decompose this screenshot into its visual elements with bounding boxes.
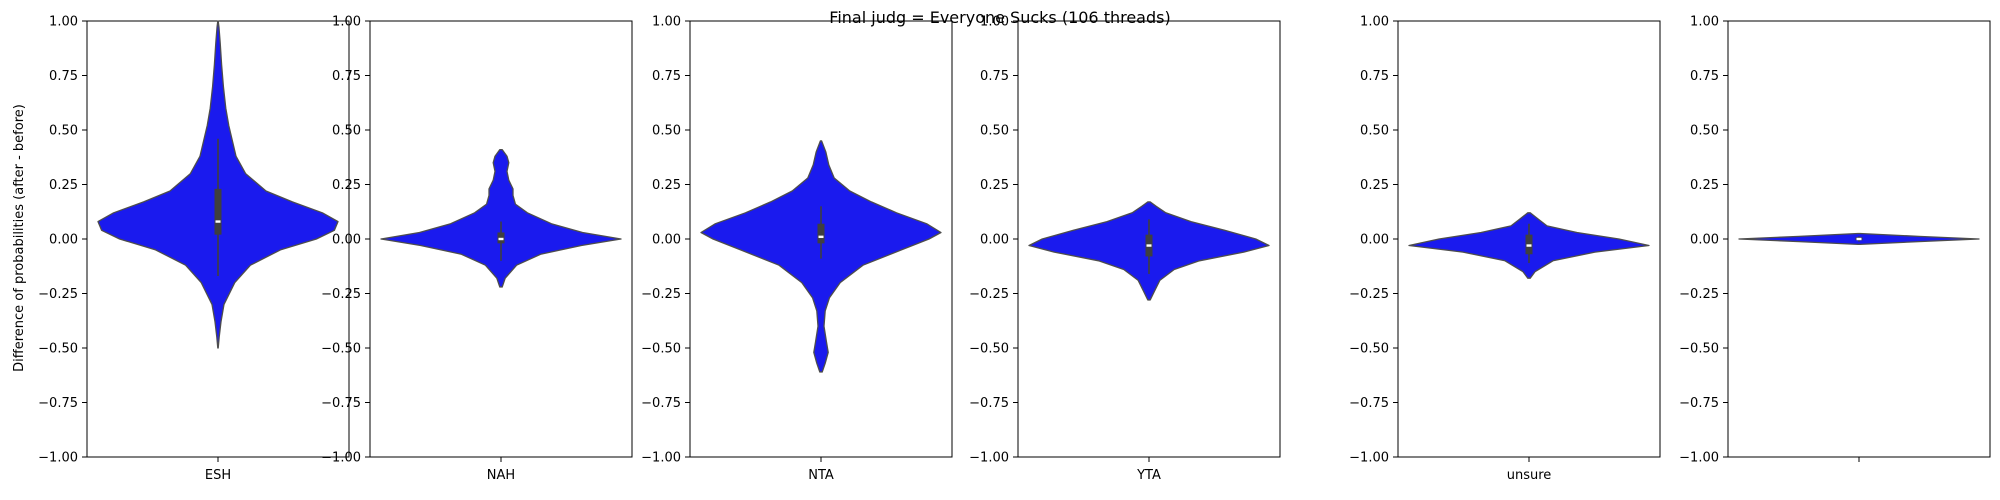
y-tick-label: 0.75 bbox=[1360, 69, 1389, 84]
subplot-NTA: 1.00 0.75 0.50 0.25 0.00 −0.25 −0.50 −0.75 −1.00… bbox=[641, 15, 953, 483]
y-tick-label: 0.25 bbox=[1690, 178, 1719, 193]
violin-median bbox=[1146, 244, 1152, 247]
y-tick-label: −0.25 bbox=[641, 287, 681, 302]
y-tick-label: −0.75 bbox=[969, 396, 1009, 411]
y-tick-label: 0.75 bbox=[652, 69, 681, 84]
x-tick-label: unsure bbox=[1507, 468, 1552, 483]
y-tick-label: −0.50 bbox=[321, 342, 361, 357]
y-tick-label: 0.75 bbox=[980, 69, 1009, 84]
y-tick-label: −1.00 bbox=[1679, 451, 1719, 466]
violin-median bbox=[818, 235, 824, 239]
y-tick-label: 0.75 bbox=[49, 69, 78, 84]
subplot-unsure: 1.00 0.75 0.50 0.25 0.00 −0.25 −0.50 −0.75 −1.00… bbox=[1349, 15, 1661, 483]
y-tick-label: 0.75 bbox=[332, 69, 361, 84]
y-tick-label: −1.00 bbox=[1349, 451, 1389, 466]
y-tick-label: −0.25 bbox=[1349, 287, 1389, 302]
violin-median bbox=[498, 237, 504, 241]
y-tick-label: 0.50 bbox=[332, 124, 361, 139]
y-tick-label: 0.25 bbox=[980, 178, 1009, 193]
y-tick-label: 0.00 bbox=[980, 233, 1009, 248]
x-tick-label: NAH bbox=[487, 468, 515, 483]
y-tick-label: 1.00 bbox=[332, 15, 361, 30]
y-axis-label: Difference of probabilities (after - bef… bbox=[12, 104, 27, 372]
y-tick-label: 0.00 bbox=[49, 233, 78, 248]
x-tick-label: YTA bbox=[1136, 468, 1161, 483]
y-tick-label: −0.75 bbox=[38, 396, 78, 411]
y-tick-label: 0.50 bbox=[980, 124, 1009, 139]
violin-box bbox=[214, 188, 222, 235]
subplot-panels: 1.00 0.75 0.50 0.25 0.00 −0.25 −0.50 −0.75 −1.00… bbox=[38, 15, 1991, 483]
y-tick-label: 0.50 bbox=[49, 124, 78, 139]
y-tick-label: −0.25 bbox=[1679, 287, 1719, 302]
y-tick-label: −0.50 bbox=[38, 342, 78, 357]
y-tick-label: 0.25 bbox=[652, 178, 681, 193]
x-tick-label: NTA bbox=[808, 468, 834, 483]
y-tick-label: 0.50 bbox=[1690, 124, 1719, 139]
violin-median bbox=[215, 220, 221, 223]
violin-body bbox=[380, 148, 622, 288]
y-tick-label: 0.25 bbox=[49, 178, 78, 193]
x-tick-label: ESH bbox=[205, 468, 231, 483]
y-tick-label: −1.00 bbox=[321, 451, 361, 466]
y-tick-label: −0.50 bbox=[641, 342, 681, 357]
y-tick-label: −0.25 bbox=[969, 287, 1009, 302]
y-tick-label: 0.00 bbox=[1690, 233, 1719, 248]
y-tick-label: 1.00 bbox=[49, 15, 78, 30]
y-tick-label: 0.00 bbox=[1360, 233, 1389, 248]
y-tick-label: −1.00 bbox=[38, 451, 78, 466]
y-tick-label: 0.50 bbox=[1360, 124, 1389, 139]
y-tick-label: −0.75 bbox=[321, 396, 361, 411]
y-tick-label: 1.00 bbox=[980, 15, 1009, 30]
y-tick-label: −1.00 bbox=[969, 451, 1009, 466]
violin-median bbox=[1856, 237, 1862, 241]
y-tick-label: −0.50 bbox=[969, 342, 1009, 357]
y-tick-label: 1.00 bbox=[1690, 15, 1719, 30]
y-tick-label: 1.00 bbox=[1360, 15, 1389, 30]
y-tick-label: 0.50 bbox=[652, 124, 681, 139]
y-tick-label: 0.00 bbox=[652, 233, 681, 248]
y-tick-label: −0.75 bbox=[1349, 396, 1389, 411]
violin-box bbox=[817, 223, 825, 244]
y-tick-label: −0.75 bbox=[641, 396, 681, 411]
y-tick-label: −1.00 bbox=[641, 451, 681, 466]
y-tick-label: −0.75 bbox=[1679, 396, 1719, 411]
y-tick-label: 0.25 bbox=[332, 178, 361, 193]
figure-title: Final judg = Everyone Sucks (106 threads… bbox=[829, 8, 1170, 27]
subplot-NAH: 1.00 0.75 0.50 0.25 0.00 −0.25 −0.50 −0.75 −1.00… bbox=[321, 15, 633, 483]
subplot-ESH: 1.00 0.75 0.50 0.25 0.00 −0.25 −0.50 −0.75 −1.00… bbox=[38, 15, 350, 483]
subplot-unlabeled: 1.00 0.75 0.50 0.25 0.00 −0.25 −0.50 −0.75 −1.00 bbox=[1679, 15, 1991, 466]
y-tick-label: −0.25 bbox=[38, 287, 78, 302]
subplot-YTA: 1.00 0.75 0.50 0.25 0.00 −0.25 −0.50 −0.75 −1.00… bbox=[969, 15, 1281, 483]
y-tick-label: 0.25 bbox=[1360, 178, 1389, 193]
violin-median bbox=[1526, 244, 1532, 247]
y-tick-label: −0.50 bbox=[1349, 342, 1389, 357]
y-tick-label: 0.75 bbox=[1690, 69, 1719, 84]
y-tick-label: −0.50 bbox=[1679, 342, 1719, 357]
y-tick-label: 0.00 bbox=[332, 233, 361, 248]
y-tick-label: 1.00 bbox=[652, 15, 681, 30]
y-tick-label: −0.25 bbox=[321, 287, 361, 302]
